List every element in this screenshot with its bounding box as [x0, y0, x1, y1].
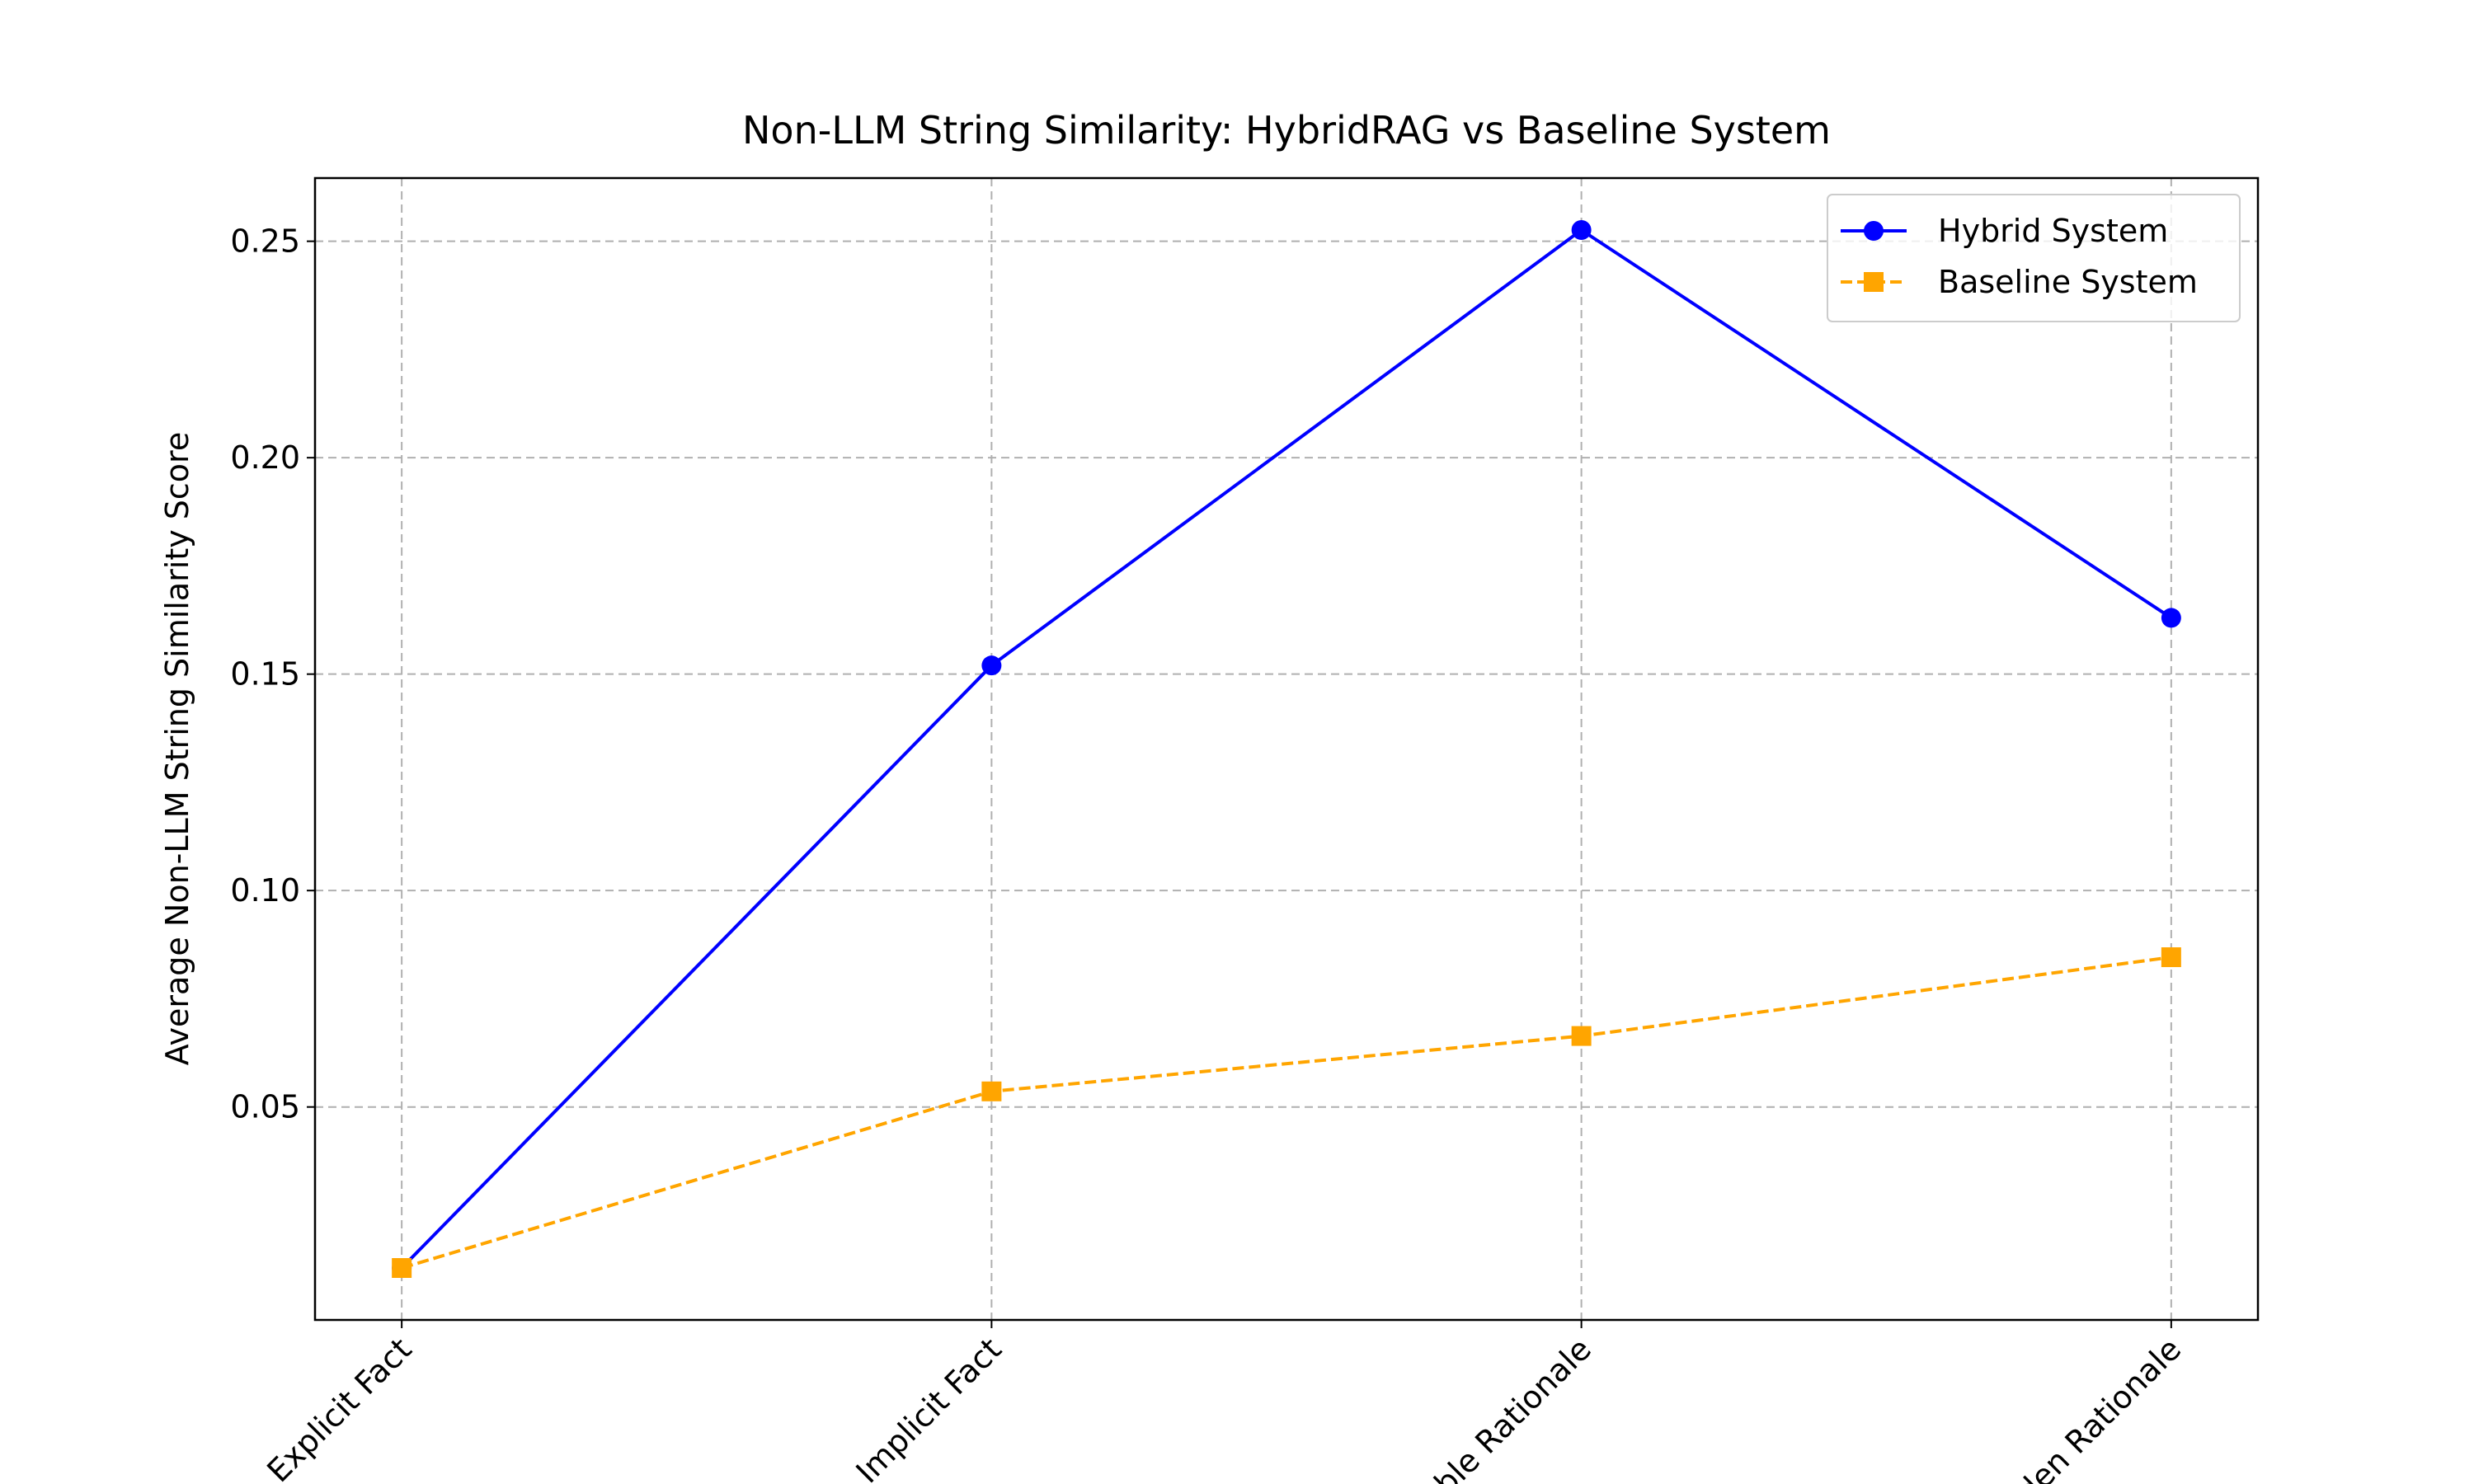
- legend-label: Hybrid System: [1938, 213, 2168, 249]
- data-point: [392, 1257, 412, 1278]
- y-tick-label: 0.20: [230, 439, 300, 476]
- plot-frame: [313, 176, 2260, 1322]
- series-line: [400, 228, 2172, 1270]
- data-point: [1571, 220, 1592, 241]
- y-tick-label: 0.10: [230, 872, 300, 909]
- legend-box: [1827, 194, 2241, 322]
- y-tick-label: 0.15: [230, 656, 300, 693]
- legend-label: Baseline System: [1938, 264, 2198, 300]
- data-point: [2161, 947, 2181, 968]
- data-point: [981, 1081, 1002, 1101]
- y-tick-label: 0.25: [230, 223, 300, 260]
- data-point: [2161, 608, 2181, 628]
- chart-title: Non-LLM String Similarity: HybridRAG vs …: [742, 108, 1831, 153]
- x-tick-label: Implicit Fact: [849, 1331, 1008, 1484]
- data-point: [1571, 1026, 1592, 1046]
- y-tick-label: 0.05: [230, 1089, 300, 1125]
- series-line: [401, 956, 2172, 1270]
- legend-marker: [1864, 272, 1884, 292]
- legend-marker: [1864, 221, 1884, 241]
- y-axis-label: Average Non-LLM String Similarity Score: [159, 432, 195, 1065]
- x-tick-label: Hidden Rationale: [1973, 1331, 2188, 1484]
- x-tick-label: Interpretable Rationale: [1317, 1331, 1598, 1484]
- x-tick-label: Explicit Fact: [260, 1331, 418, 1484]
- data-point: [981, 655, 1002, 676]
